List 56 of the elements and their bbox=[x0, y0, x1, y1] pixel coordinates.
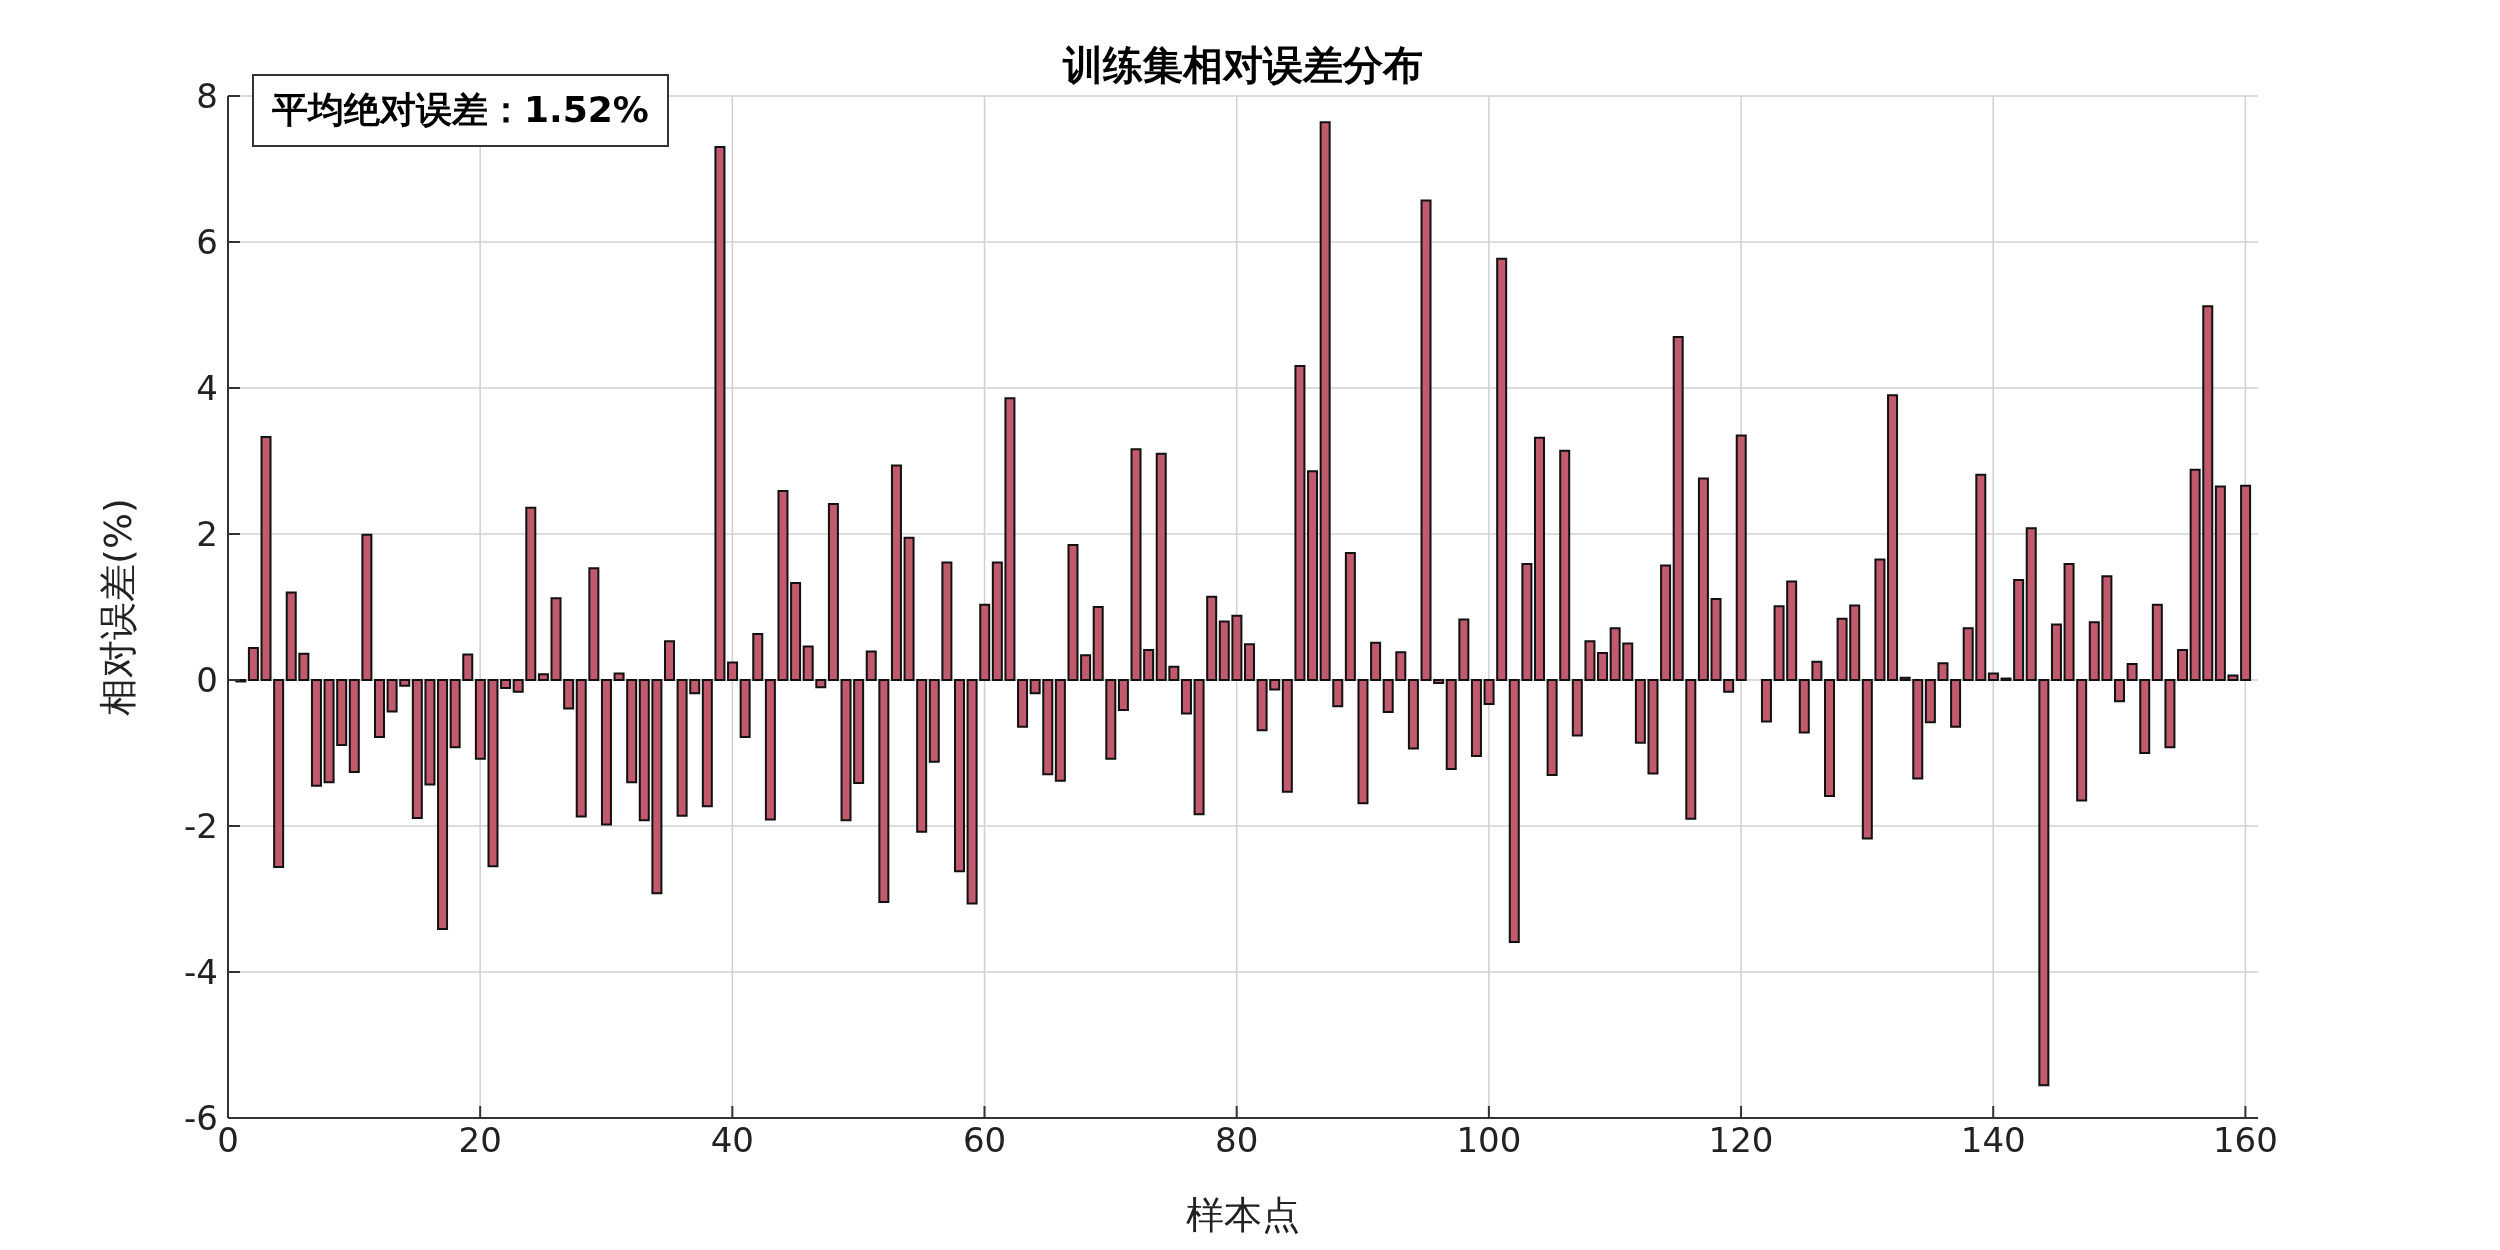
bar bbox=[1887, 394, 1899, 681]
bar bbox=[374, 679, 385, 738]
annotation: 平均绝对误差：1.52% bbox=[252, 74, 669, 147]
y-tick-label: 8 bbox=[196, 76, 218, 117]
y-axis-title: 相对误差(%) bbox=[96, 498, 141, 716]
bar bbox=[1660, 564, 1672, 681]
bar bbox=[1824, 679, 1835, 798]
bar bbox=[954, 679, 965, 873]
bar bbox=[1697, 477, 1709, 681]
bar bbox=[727, 661, 739, 681]
bar bbox=[1760, 679, 1772, 723]
x-tick-label: 160 bbox=[2212, 1120, 2278, 1161]
bar bbox=[247, 646, 259, 681]
bar bbox=[537, 673, 549, 681]
bar bbox=[890, 464, 902, 681]
x-tick-label: 40 bbox=[710, 1120, 754, 1161]
x-tick-label: 80 bbox=[1215, 1120, 1259, 1161]
bar bbox=[790, 581, 802, 681]
y-tick-label: 4 bbox=[196, 368, 218, 409]
bar bbox=[664, 640, 675, 681]
bar bbox=[1407, 679, 1419, 750]
bar bbox=[2177, 649, 2189, 681]
x-tick-label: 20 bbox=[458, 1120, 502, 1161]
bar bbox=[1307, 470, 1319, 681]
bar bbox=[1017, 679, 1029, 728]
bar bbox=[827, 503, 839, 681]
bar bbox=[1370, 641, 1382, 681]
bar bbox=[500, 679, 512, 690]
y-tick-label: 0 bbox=[196, 660, 218, 701]
x-tick-label: 100 bbox=[1456, 1120, 1522, 1161]
bar bbox=[1534, 436, 1545, 681]
x-tick-label: 140 bbox=[1960, 1120, 2026, 1161]
bar bbox=[1244, 643, 1255, 681]
bar bbox=[600, 679, 612, 826]
bar bbox=[1950, 679, 1962, 728]
bar bbox=[1180, 679, 1192, 715]
x-tick-label: 60 bbox=[962, 1120, 1007, 1161]
y-tick-label: -4 bbox=[184, 952, 218, 993]
bar bbox=[1597, 651, 1609, 681]
y-tick-label: -2 bbox=[184, 806, 218, 847]
y-tick-label: 2 bbox=[196, 514, 218, 555]
bar bbox=[1117, 679, 1129, 711]
bar bbox=[2050, 623, 2062, 681]
bar bbox=[310, 679, 322, 787]
bar bbox=[1080, 654, 1092, 681]
bar bbox=[437, 679, 449, 930]
bar bbox=[2240, 484, 2252, 681]
x-tick-label: 120 bbox=[1708, 1120, 1774, 1161]
y-tick-label: -6 bbox=[184, 1098, 218, 1139]
bar bbox=[1735, 434, 1747, 681]
x-axis-title: 样本点 bbox=[1186, 1193, 1300, 1237]
bar bbox=[1987, 672, 1999, 681]
y-tick-label: 6 bbox=[196, 222, 218, 263]
chart-title: 训练集相对误差分布 bbox=[1063, 42, 1423, 88]
bar bbox=[1470, 679, 1482, 757]
bar bbox=[2114, 679, 2125, 703]
